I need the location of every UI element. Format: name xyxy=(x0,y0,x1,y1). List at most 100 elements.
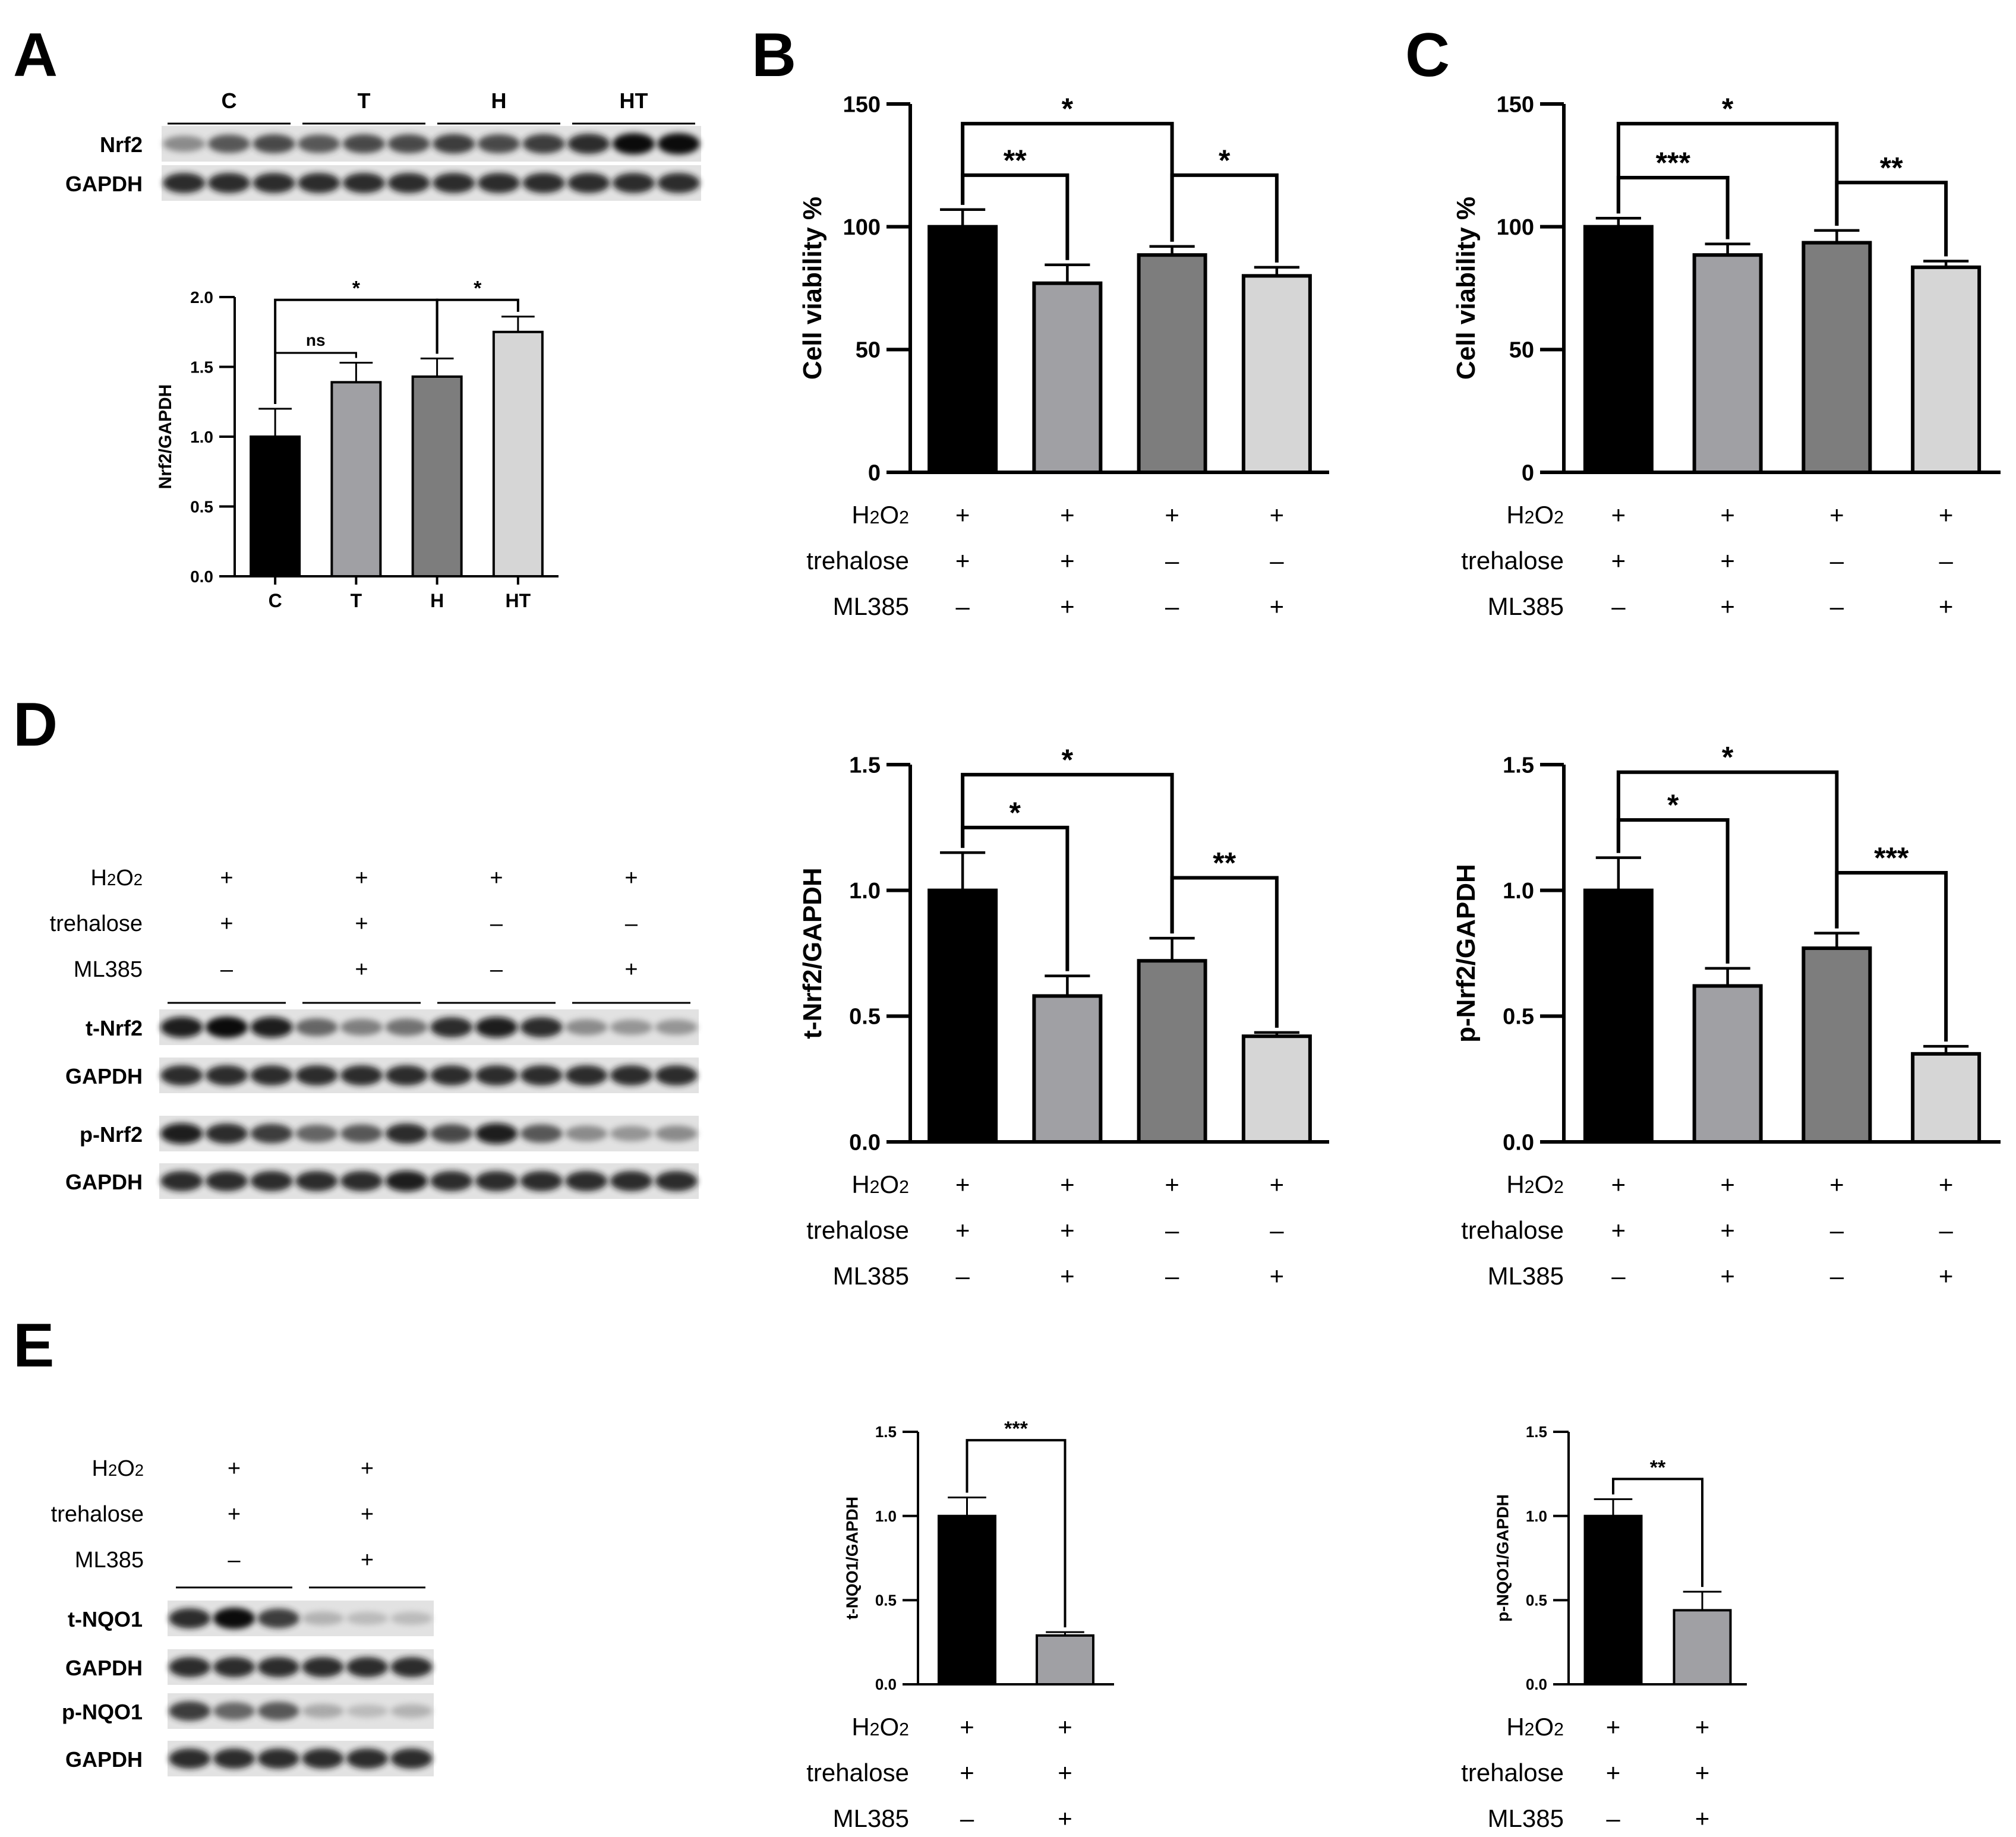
blot-group-label-h: H xyxy=(491,89,507,113)
blot-condition-label-ml385: ML385 xyxy=(75,1548,144,1573)
significance-label-a: ns xyxy=(306,331,326,349)
y-tick-label-e2: 0.5 xyxy=(1526,1591,1547,1609)
blot-row-label-gapdh: GAPDH xyxy=(65,1656,143,1680)
y-tick-label-c: 100 xyxy=(1497,215,1534,240)
blot-membrane xyxy=(159,1116,699,1151)
condition-label-ml385-c: ML385 xyxy=(1488,592,1564,620)
bar-e1-0 xyxy=(938,1514,996,1686)
blot-band xyxy=(250,1123,293,1144)
blot-row-label-gapdh: GAPDH xyxy=(65,1170,143,1194)
condition-value-h2o2-b: + xyxy=(1165,501,1179,529)
blot-band xyxy=(390,1612,433,1625)
blot-band xyxy=(257,1748,299,1769)
blot-band xyxy=(520,1017,563,1037)
bar-b-0 xyxy=(927,225,998,474)
y-axis-label-b: Cell viability % xyxy=(798,197,827,380)
blot-band xyxy=(207,173,251,193)
blot-band xyxy=(565,1065,608,1085)
condition-value-trehalose-c: – xyxy=(1939,547,1953,575)
blot-condition-value-trehalose: + xyxy=(355,911,368,936)
blot-band xyxy=(205,1123,248,1144)
blot-band xyxy=(205,1171,248,1191)
blot-band xyxy=(160,1065,203,1085)
blot-condition-value-ml385: – xyxy=(490,957,503,982)
blot-band xyxy=(610,1065,653,1085)
y-tick-label-a: 1.0 xyxy=(190,428,213,446)
blot-group-label-ht: HT xyxy=(620,89,648,113)
condition-value-trehalose-c: + xyxy=(1611,547,1626,575)
blot-band xyxy=(385,1065,428,1085)
blot-band xyxy=(160,1123,203,1144)
blot-band xyxy=(657,133,700,154)
blot-band xyxy=(522,173,565,193)
condition-value-ml385-b: – xyxy=(955,592,970,620)
bar-d2-1 xyxy=(1692,984,1763,1144)
blot-band xyxy=(612,173,655,193)
condition-value-ml385-d1: + xyxy=(1270,1262,1285,1290)
panel-letter-c: C xyxy=(1405,21,1450,90)
condition-value-h2o2-e2: + xyxy=(1606,1713,1621,1741)
condition-label-h2o2-d2: H2O2 xyxy=(1506,1170,1564,1198)
condition-value-trehalose-d2: – xyxy=(1830,1216,1844,1244)
condition-label-ml385-b: ML385 xyxy=(833,592,909,620)
condition-value-trehalose-d2: + xyxy=(1720,1216,1735,1244)
blot-band xyxy=(257,1608,299,1628)
significance-label-e1: *** xyxy=(1004,1418,1028,1440)
condition-value-h2o2-d2: + xyxy=(1611,1170,1626,1198)
condition-label-h2o2-e1: H2O2 xyxy=(851,1713,909,1741)
significance-bracket-d2 xyxy=(1835,871,1948,1042)
significance-label-d2: * xyxy=(1722,741,1734,774)
blot-condition-value-h2o2: + xyxy=(228,1456,241,1481)
blot-band xyxy=(213,1608,255,1629)
blot-band xyxy=(213,1657,255,1677)
blot-band xyxy=(477,173,520,193)
panel-letter-e: E xyxy=(13,1311,54,1380)
y-tick-label-e1: 0.0 xyxy=(875,1675,897,1693)
blot-band xyxy=(433,173,475,193)
condition-value-trehalose-d1: – xyxy=(1165,1216,1179,1244)
significance-label-b: * xyxy=(1219,144,1231,177)
chart-a-nrf2-gapdh: 0.0 0.5 1.0 1.5 2.0 Nrf2/GAPDH C T H HT ns * * xyxy=(156,277,559,611)
blot-band xyxy=(655,1171,698,1191)
blot-band xyxy=(430,1017,473,1037)
condition-value-trehalose-d1: + xyxy=(1060,1216,1075,1244)
condition-value-ml385-e1: – xyxy=(960,1804,974,1832)
blot-band xyxy=(522,134,565,154)
blot-band xyxy=(385,1018,428,1036)
chart-d-t-nrf2-gapdh: 0.00.51.01.5t-Nrf2/GAPDH****H2O2 + + + +treh… xyxy=(798,743,1329,1290)
bar-c-0 xyxy=(1583,225,1654,474)
blot-group-label-c: C xyxy=(222,89,237,113)
condition-value-trehalose-d1: – xyxy=(1270,1216,1284,1244)
y-tick-label-d2: 1.0 xyxy=(1503,879,1534,904)
condition-label-h2o2-b: H2O2 xyxy=(851,501,909,529)
condition-value-ml385-b: + xyxy=(1060,592,1075,620)
western-blot-a: C T H HT Nrf2 GAPDH xyxy=(65,89,701,201)
condition-value-h2o2-c: + xyxy=(1720,501,1735,529)
blot-band xyxy=(475,1123,518,1144)
blot-band xyxy=(390,1657,433,1677)
blot-band xyxy=(610,1019,653,1035)
condition-value-ml385-c: – xyxy=(1611,592,1626,620)
bar-e2-0 xyxy=(1583,1514,1643,1686)
significance-bracket-b xyxy=(1170,173,1279,263)
blot-band xyxy=(346,1612,389,1625)
condition-value-h2o2-d2: + xyxy=(1829,1170,1844,1198)
y-tick-label-d2: 0.5 xyxy=(1503,1005,1534,1030)
condition-label-trehalose-c: trehalose xyxy=(1461,547,1564,575)
panel-letter-b: B xyxy=(752,21,796,90)
blot-band xyxy=(657,173,700,193)
condition-value-ml385-d2: – xyxy=(1830,1262,1844,1290)
blot-row-label-t-nqo1: t-NQO1 xyxy=(68,1607,143,1631)
blot-band xyxy=(655,1065,698,1085)
bar-e2-1 xyxy=(1673,1609,1732,1686)
condition-value-h2o2-d1: + xyxy=(955,1170,970,1198)
y-tick-label-e1: 1.5 xyxy=(875,1423,897,1441)
chart-d-p-nrf2-gapdh: 0.00.51.01.5p-Nrf2/GAPDH*****H2O2 + + + +tre… xyxy=(1452,741,2001,1290)
y-tick-label-c: 50 xyxy=(1509,338,1534,363)
blot-band xyxy=(565,1019,608,1036)
blot-condition-value-h2o2: + xyxy=(624,866,638,891)
blot-band xyxy=(295,1065,338,1085)
y-tick-label-b: 100 xyxy=(843,215,881,240)
